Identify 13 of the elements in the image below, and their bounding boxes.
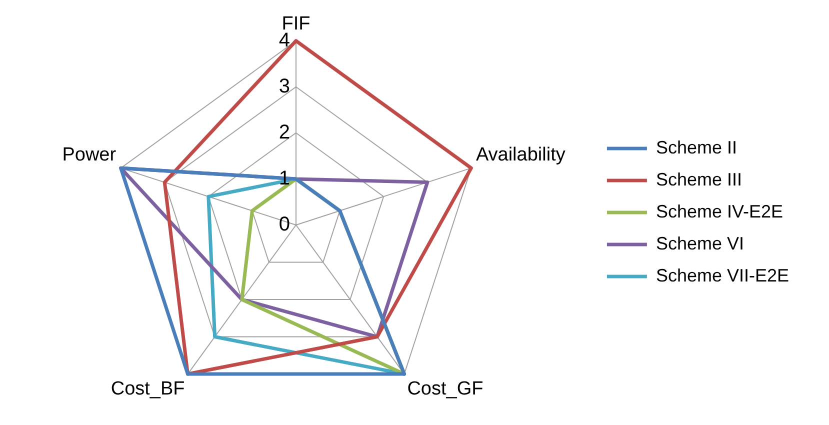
spoke-label: Cost_BF (110, 378, 185, 400)
legend-label: Scheme III (656, 169, 742, 190)
legend-label: Scheme II (656, 137, 737, 158)
legend-label: Scheme VI (656, 233, 744, 254)
y-tick-label: 2 (278, 121, 290, 144)
spoke-label: Availability (476, 144, 566, 166)
spoke-label: Power (62, 144, 117, 166)
spoke-label: Cost_GF (407, 378, 484, 400)
legend-label: Scheme IV-E2E (656, 201, 784, 222)
legend-label: Scheme VII-E2E (656, 265, 790, 286)
y-tick-label: 3 (278, 75, 290, 98)
y-tick-label: 4 (278, 29, 290, 52)
y-tick-label: 0 (278, 214, 290, 236)
